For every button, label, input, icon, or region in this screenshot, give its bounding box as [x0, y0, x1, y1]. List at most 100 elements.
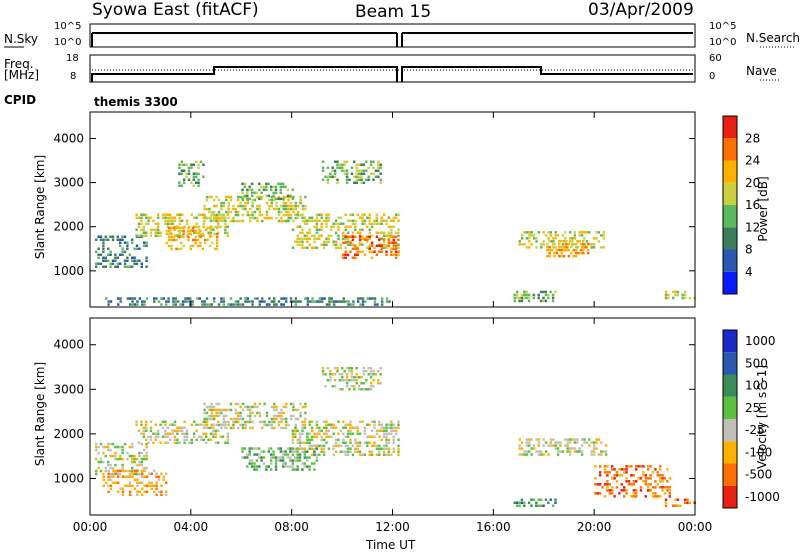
data-cell	[530, 504, 533, 507]
data-cell	[367, 373, 370, 376]
data-cell	[535, 501, 538, 504]
data-cell	[315, 420, 319, 423]
data-cell	[321, 373, 325, 376]
data-cell	[216, 244, 219, 248]
data-cell	[294, 303, 297, 306]
data-cell	[583, 438, 586, 441]
data-cell	[325, 435, 328, 438]
data-cell	[272, 185, 275, 189]
data-cell	[97, 235, 100, 238]
data-cell	[131, 241, 134, 244]
data-cell	[527, 299, 531, 303]
data-cell	[205, 228, 208, 231]
data-cell	[664, 501, 668, 504]
data-cell	[133, 472, 137, 475]
data-cell	[559, 450, 562, 453]
x-tick-label: 00:00	[678, 520, 713, 534]
data-cell	[574, 245, 578, 249]
data-cell	[249, 213, 252, 217]
data-cell	[258, 414, 261, 418]
data-cell	[258, 402, 261, 406]
data-cell	[375, 213, 379, 216]
data-cell	[356, 429, 359, 432]
data-cell	[360, 178, 363, 181]
data-cell	[241, 303, 245, 306]
data-cell	[315, 432, 319, 435]
data-cell	[313, 219, 316, 222]
data-cell	[180, 172, 183, 175]
data-cell	[210, 408, 213, 412]
data-cell	[178, 429, 181, 432]
data-cell	[294, 429, 297, 432]
data-cell	[270, 459, 273, 462]
data-cell	[358, 441, 362, 444]
data-cell	[213, 210, 216, 214]
data-cell	[523, 296, 526, 300]
data-cell	[565, 242, 568, 246]
data-cell	[284, 465, 287, 468]
data-cell	[159, 234, 162, 237]
data-cell	[237, 198, 240, 202]
data-cell	[310, 453, 314, 456]
data-cell	[351, 444, 355, 447]
data-cell	[608, 489, 611, 492]
data-cell	[394, 244, 398, 247]
data-cell	[392, 238, 395, 241]
data-cell	[273, 297, 276, 300]
data-cell	[567, 254, 571, 258]
data-cell	[385, 222, 388, 225]
data-cell	[246, 414, 249, 418]
data-cell	[178, 219, 181, 222]
data-cell	[140, 213, 143, 216]
data-cell	[539, 299, 543, 303]
data-cell	[277, 195, 281, 199]
colorbar-segment	[723, 352, 737, 375]
data-cell	[200, 213, 203, 216]
colorbar-segment	[723, 330, 737, 353]
data-cell	[667, 296, 670, 300]
data-cell	[222, 204, 225, 208]
data-cell	[341, 388, 344, 391]
data-cell	[119, 244, 122, 247]
data-cell	[119, 454, 122, 458]
data-cell	[205, 303, 209, 306]
data-cell	[285, 201, 288, 205]
data-cell	[180, 160, 183, 163]
data-cell	[341, 373, 344, 376]
data-cell	[109, 472, 112, 476]
data-cell	[571, 240, 574, 243]
data-cell	[345, 172, 349, 175]
data-cell	[515, 504, 519, 507]
data-cell	[219, 435, 222, 438]
data-cell	[215, 219, 218, 223]
data-cell	[580, 438, 584, 441]
data-cell	[285, 297, 288, 300]
data-cell	[285, 402, 288, 406]
data-cell	[237, 303, 240, 306]
colorbar-tick-label: -1000	[745, 490, 780, 504]
data-cell	[554, 501, 557, 504]
data-cell	[336, 160, 339, 163]
data-cell	[370, 222, 374, 225]
data-cell	[683, 501, 687, 504]
data-cell	[136, 493, 139, 496]
data-cell	[292, 402, 295, 406]
data-cell	[213, 408, 216, 412]
data-cell	[102, 484, 105, 487]
data-cell	[668, 492, 671, 495]
data-cell	[166, 441, 169, 444]
data-cell	[227, 207, 230, 211]
data-cell	[315, 225, 319, 228]
data-cell	[342, 300, 345, 303]
data-cell	[208, 210, 211, 214]
data-cell	[594, 465, 597, 468]
data-cell	[182, 226, 185, 230]
data-cell	[308, 231, 311, 234]
data-cell	[150, 472, 153, 475]
data-cell	[173, 429, 177, 432]
data-cell	[160, 472, 163, 475]
data-cell	[131, 297, 134, 300]
data-cell	[574, 251, 578, 255]
data-cell	[382, 240, 386, 243]
data-cell	[385, 432, 388, 435]
